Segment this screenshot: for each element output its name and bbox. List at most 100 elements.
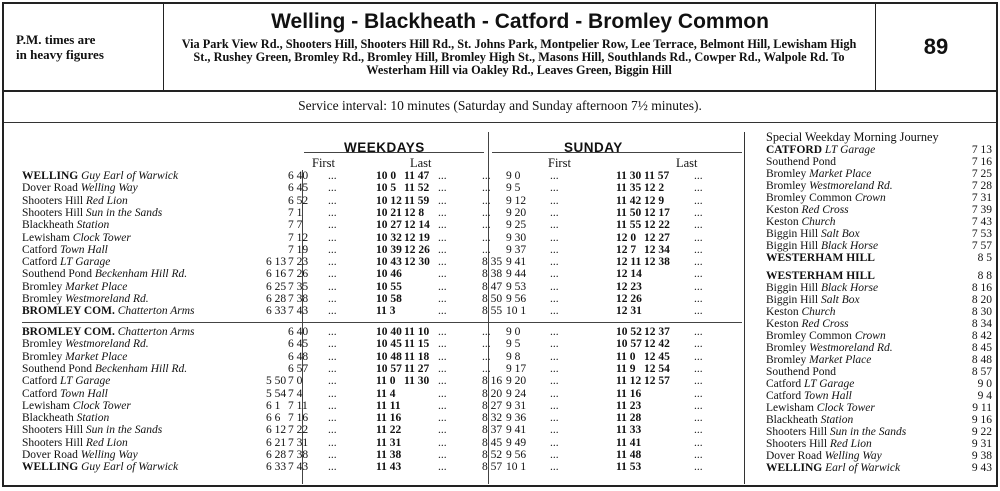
time-cell: ...: [550, 436, 559, 449]
special-stop: Lewisham: [766, 402, 814, 414]
time-cell: ...: [550, 194, 559, 207]
pm-note: P.M. times are in heavy figures: [4, 4, 164, 90]
time-cell: ...: [328, 256, 337, 269]
special-row: Bromley Market Place 7 25: [766, 168, 992, 180]
table-row: Southend Pond Beckenham Hill Rd. 6 16 7 26…: [22, 268, 742, 281]
stop-name: Bromley Market Place: [22, 350, 128, 363]
special-stop: Blackheath: [766, 414, 818, 426]
time-cell: ...: [438, 293, 447, 305]
time-cell: 12 9: [644, 194, 665, 207]
time-cell: 11 0: [616, 350, 636, 363]
time-cell: ...: [328, 268, 337, 281]
time-cell: ...: [694, 256, 703, 269]
time-cell: 11 57: [644, 170, 670, 182]
time-cell: 11 59: [404, 194, 430, 207]
time-cell: ...: [328, 243, 337, 256]
stop-detail: LT Garage: [60, 375, 111, 388]
stop-name: Blackheath Station: [22, 219, 109, 231]
time-cell: 7 22: [288, 424, 309, 437]
special-time: 9 16: [971, 414, 992, 426]
stop-place: BROMLEY COM.: [22, 326, 115, 338]
time-cell: ...: [328, 412, 337, 425]
special-stop: Southend Pond: [766, 366, 836, 378]
time-cell: 12 23: [616, 280, 642, 293]
special-row: WELLING Earl of Warwick 9 43: [766, 462, 992, 474]
stop-place: Shooters Hill: [22, 436, 84, 449]
time-cell: 5 54: [266, 387, 287, 400]
time-cell: 12 42: [644, 338, 670, 351]
special-row: Biggin Hill Salt Box 8 20: [766, 294, 992, 306]
time-cell: 7 0: [288, 375, 303, 388]
time-cell: 11 23: [616, 399, 642, 412]
time-cell: 7 38: [288, 449, 309, 461]
special-stop: Bromley: [766, 168, 807, 180]
stop-name: Blackheath Station: [22, 412, 110, 425]
special-detail: Black Horse: [820, 240, 879, 252]
special-detail: LT Garage: [804, 378, 855, 390]
time-cell: ...: [438, 387, 447, 400]
time-cell: 10 48: [376, 350, 402, 363]
time-cell: 8 27: [482, 399, 503, 412]
time-cell: ...: [694, 231, 703, 244]
weekdays-last-label: Last: [410, 156, 432, 170]
stop-name: Catford Town Hall: [22, 244, 108, 256]
time-cell: 6 28: [266, 449, 287, 461]
special-row: WESTERHAM HILL 8 8: [766, 270, 992, 282]
time-cell: ...: [482, 243, 491, 256]
special-row: Blackheath Station 9 16: [766, 414, 992, 426]
time-cell: 6 13: [266, 256, 287, 269]
time-cell: 6 33: [266, 305, 287, 318]
stop-detail: Station: [76, 412, 110, 425]
time-cell: 9 12: [506, 194, 527, 207]
time-cell: 12 14: [404, 219, 430, 232]
time-cell: ...: [550, 170, 559, 182]
special-stop: Keston: [766, 204, 799, 216]
special-time: 9 0: [977, 378, 992, 390]
time-cell: 11 35: [616, 182, 642, 195]
special-detail: Crown: [854, 192, 886, 204]
stop-place: Catford: [22, 375, 58, 388]
time-cell: 12 26: [404, 243, 430, 256]
time-cell: 11 48: [616, 449, 642, 461]
stop-detail: Westmoreland Rd.: [65, 338, 149, 351]
time-cell: ...: [438, 399, 447, 412]
special-time: 9 31: [971, 438, 992, 450]
special-stop: Bromley: [766, 180, 807, 192]
special-time: 8 30: [971, 306, 992, 318]
special-detail: Market Place: [809, 168, 872, 180]
special-row: Bromley Westmoreland Rd. 8 45: [766, 342, 992, 354]
special-detail: Salt Box: [820, 294, 860, 306]
time-cell: ...: [550, 326, 559, 338]
time-cell: 10 39: [376, 243, 402, 256]
time-cell: ...: [438, 243, 447, 256]
time-cell: ...: [438, 231, 447, 244]
time-cell: ...: [550, 387, 559, 400]
time-cell: ...: [438, 375, 447, 388]
time-cell: 6 57: [288, 362, 309, 375]
time-cell: 7 16: [288, 412, 309, 425]
special-row: Keston Red Cross 7 39: [766, 204, 992, 216]
pm-note-line: P.M. times are: [16, 32, 96, 47]
special-time: 7 53: [971, 228, 992, 240]
time-cell: 9 30: [506, 231, 527, 244]
time-cell: 12 27: [644, 231, 670, 244]
time-cell: 9 5: [506, 182, 521, 195]
time-cell: ...: [694, 206, 703, 219]
time-cell: 8 37: [482, 424, 503, 437]
stop-detail: Market Place: [65, 350, 128, 363]
time-cell: 7 43: [288, 305, 309, 318]
time-cell: 11 16: [376, 412, 402, 425]
time-cell: ...: [550, 375, 559, 388]
stop-name: Lewisham Clock Tower: [22, 400, 131, 412]
stop-detail: Town Hall: [60, 387, 108, 400]
time-cell: 11 15: [404, 338, 430, 351]
column-rule: [302, 170, 303, 484]
time-cell: ...: [694, 424, 703, 437]
table-row: Shooters Hill Red Lion 6 52... 10 12 11 59.…: [22, 194, 742, 207]
time-cell: ...: [550, 424, 559, 437]
time-cell: 6 21: [266, 436, 287, 449]
special-time: 8 16: [971, 282, 992, 294]
stop-place: Blackheath: [22, 412, 74, 425]
special-time: 8 8: [977, 270, 992, 282]
time-cell: ...: [550, 338, 559, 351]
